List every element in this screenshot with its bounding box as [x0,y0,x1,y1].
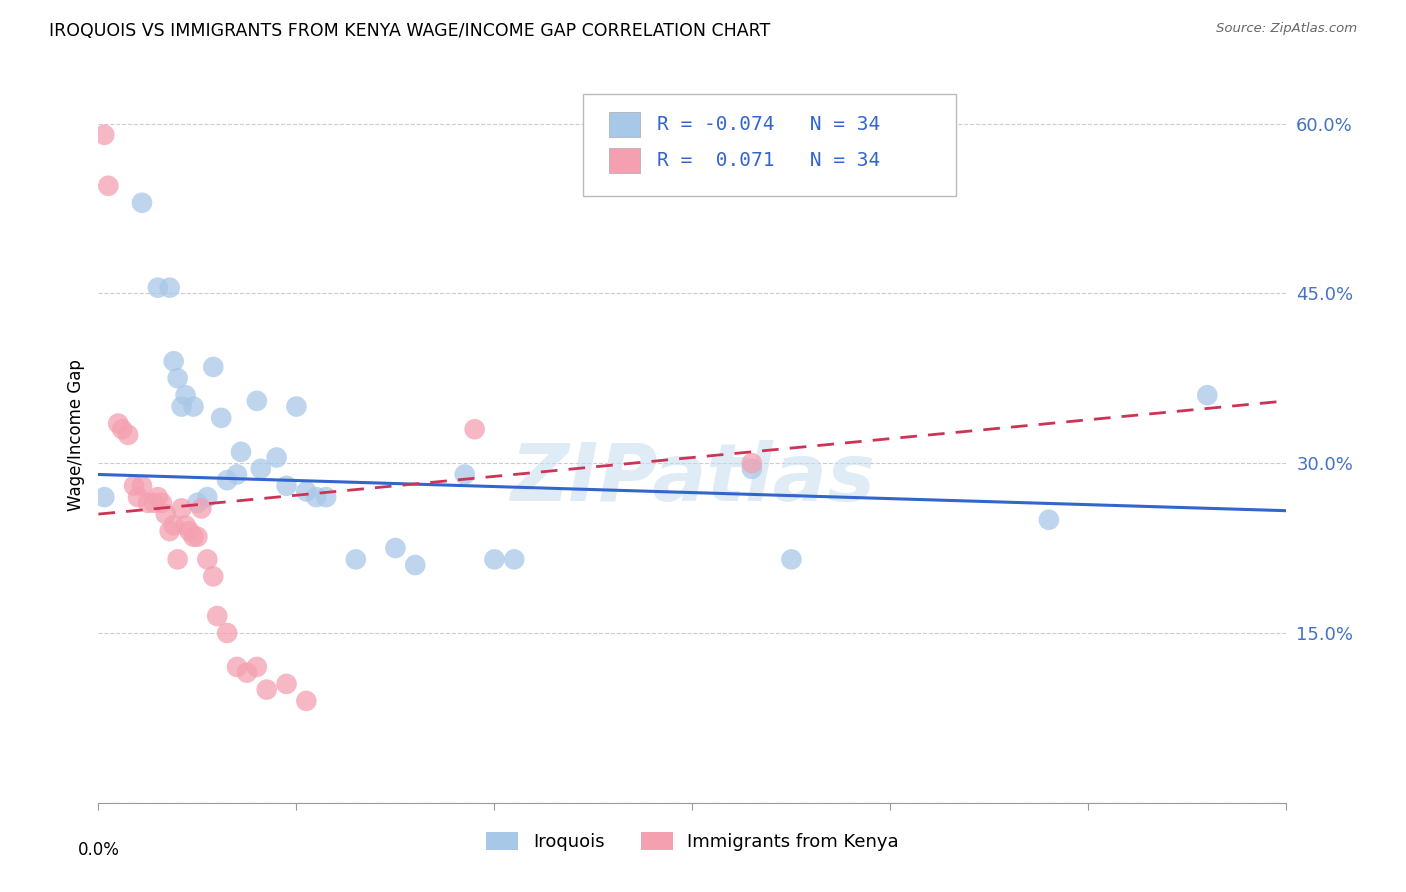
Point [246,660,269,674]
Point [111,422,134,436]
Text: Source: ZipAtlas.com: Source: ZipAtlas.com [1216,22,1357,36]
Legend: Iroquois, Immigrants from Kenya: Iroquois, Immigrants from Kenya [477,823,908,860]
Point [146,281,169,295]
Point [131,195,153,210]
Point [236,665,259,680]
Point [136,496,159,510]
Point [170,501,193,516]
Point [122,479,145,493]
Point [217,626,239,640]
Point [384,541,406,555]
Point [202,359,225,374]
Point [202,569,225,583]
Text: R =  0.071   N = 34: R = 0.071 N = 34 [657,151,880,170]
Point [503,552,526,566]
Point [209,410,232,425]
Point [163,354,186,368]
Point [276,479,298,493]
Point [217,473,239,487]
Point [295,484,318,499]
Point [186,496,208,510]
Point [142,496,165,510]
Point [150,496,173,510]
Point [174,518,197,533]
Text: R = -0.074   N = 34: R = -0.074 N = 34 [657,115,880,135]
Point [454,467,477,482]
Point [190,501,212,516]
Point [315,490,337,504]
Point [305,490,328,504]
Point [295,694,318,708]
Point [170,400,193,414]
Point [131,479,153,493]
Point [127,490,149,504]
Point [1197,388,1219,402]
Point [285,400,308,414]
Point [266,450,288,465]
Point [163,518,186,533]
Point [741,462,763,476]
Point [246,393,269,408]
Text: 0.0%: 0.0% [77,841,120,859]
Point [166,552,188,566]
Point [256,682,278,697]
Point [93,128,115,142]
Point [174,388,197,402]
Point [146,490,169,504]
Point [484,552,506,566]
Point [93,490,115,504]
Point [780,552,803,566]
Point [159,524,181,538]
Point [464,422,486,436]
Point [166,371,188,385]
Y-axis label: Wage/Income Gap: Wage/Income Gap [66,359,84,511]
Text: IROQUOIS VS IMMIGRANTS FROM KENYA WAGE/INCOME GAP CORRELATION CHART: IROQUOIS VS IMMIGRANTS FROM KENYA WAGE/I… [49,22,770,40]
Point [183,530,205,544]
Point [226,467,249,482]
Point [183,400,205,414]
Point [276,677,298,691]
Point [404,558,426,572]
Point [344,552,367,566]
Point [741,456,763,470]
Point [195,490,218,504]
Point [107,417,129,431]
Point [97,178,120,193]
Point [226,660,249,674]
Point [229,445,252,459]
Point [179,524,201,538]
Point [1038,513,1060,527]
Point [249,462,271,476]
Point [186,530,208,544]
Point [159,281,181,295]
Point [117,427,139,442]
Point [205,609,228,624]
Text: ZIPatlas: ZIPatlas [510,440,875,518]
Point [195,552,218,566]
Point [155,507,177,521]
